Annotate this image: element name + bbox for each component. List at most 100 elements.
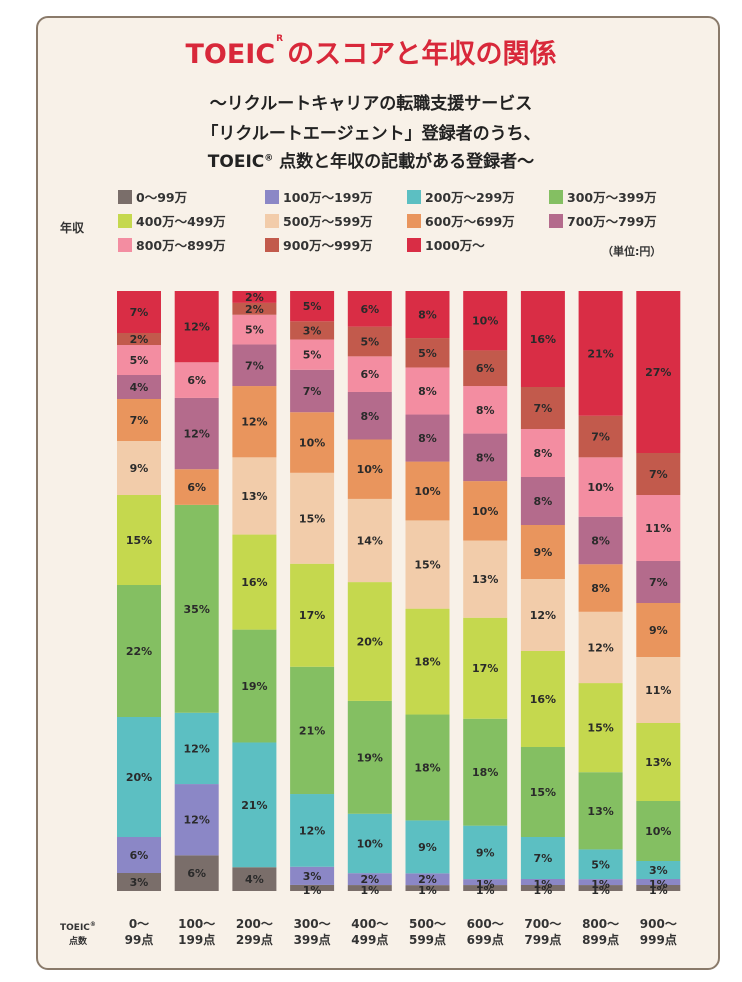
data-label: 19%: [241, 680, 267, 693]
bar-segment: [578, 772, 623, 850]
x-tick-label: 700～: [524, 917, 561, 931]
bar-segment: [347, 326, 392, 357]
bar-segment: [232, 314, 277, 345]
data-label: 20%: [126, 771, 152, 784]
legend-entry: 500万～599万: [283, 214, 373, 229]
bar-segment: [174, 469, 219, 505]
x-tick-label: 800～: [582, 917, 619, 931]
x-tick-label: 599点: [409, 932, 446, 947]
x-tick-label: 600～: [467, 917, 504, 931]
bar-segment: [636, 879, 681, 885]
data-label: 35%: [184, 603, 210, 616]
data-label: 5%: [418, 347, 437, 360]
data-label: 19%: [357, 751, 383, 764]
bar-segment: [117, 399, 161, 441]
data-label: 8%: [476, 451, 495, 464]
data-label: 7%: [303, 385, 322, 398]
bar-segment: [347, 391, 392, 440]
bar-segment: [232, 457, 277, 535]
x-tick-label: 99点: [125, 932, 154, 947]
data-label: 10%: [299, 437, 325, 450]
legend-swatch: [118, 238, 132, 252]
data-label: 12%: [530, 609, 556, 622]
legend-swatch: [407, 214, 421, 228]
bar-segment: [463, 540, 508, 618]
data-label: 15%: [587, 722, 613, 735]
bar-segment: [117, 837, 161, 873]
bar-segment: [405, 820, 450, 874]
legend-entry: 400万～499万: [136, 214, 226, 229]
data-label: 7%: [130, 414, 149, 427]
bar-segment: [174, 784, 219, 856]
bar-segment: [405, 714, 450, 821]
data-label: 11%: [645, 684, 671, 697]
legend-swatch: [549, 214, 563, 228]
data-label: 6%: [476, 362, 495, 375]
data-label: 8%: [534, 447, 553, 460]
bar-segment: [463, 386, 508, 434]
bar-segment: [636, 723, 681, 801]
data-label: 7%: [649, 468, 668, 481]
legend-entry: 700万～799万: [567, 214, 657, 229]
bar-segment: [636, 885, 681, 891]
data-label: 2%: [360, 873, 379, 886]
data-label: 6%: [187, 481, 206, 494]
data-label: 17%: [299, 609, 325, 622]
bar-segment: [636, 801, 681, 861]
x-tick-label: 300～: [294, 917, 331, 931]
bar-segment: [520, 837, 565, 879]
bar-segment: [232, 302, 277, 315]
bar-segment: [636, 861, 681, 879]
data-label: 14%: [357, 535, 383, 548]
bar-segment: [520, 291, 565, 387]
data-label: 12%: [587, 641, 613, 654]
subtitle-line2: 「リクルートエージェント」登録者のうち、: [201, 124, 541, 144]
data-label: 9%: [534, 546, 553, 559]
data-label: 13%: [645, 756, 671, 769]
data-label: 8%: [418, 385, 437, 398]
data-label: 10%: [472, 315, 498, 328]
bar-segment: [347, 885, 392, 891]
legend-swatch: [407, 190, 421, 204]
x-tick-label: 799点: [524, 932, 561, 947]
x-tick-label: 200～: [236, 917, 273, 931]
bar-segment: [636, 453, 681, 495]
data-label: 12%: [184, 428, 210, 441]
bar-segment: [232, 291, 277, 303]
bar-segment: [290, 884, 335, 891]
data-label: 10%: [357, 837, 383, 850]
x-tick-label: 100～: [178, 917, 215, 931]
data-label: 5%: [303, 300, 322, 313]
bar-segment: [520, 429, 565, 477]
x-tick-label: 900～: [640, 917, 677, 931]
legend-swatch: [265, 190, 279, 204]
data-label: 8%: [360, 410, 379, 423]
data-label: 1%: [534, 878, 553, 891]
data-label: 7%: [534, 852, 553, 865]
bar-segment: [405, 291, 450, 339]
legend-entry: 0～99万: [136, 190, 187, 205]
data-label: 5%: [245, 324, 264, 337]
bar-segment: [290, 794, 335, 867]
data-label: 7%: [649, 576, 668, 589]
title-mark: R: [276, 34, 284, 44]
data-label: 3%: [303, 870, 322, 883]
bar-segment: [232, 867, 277, 891]
data-label: 6%: [187, 867, 206, 880]
bar-segment: [347, 700, 392, 814]
bar-segment: [290, 412, 335, 473]
unit-label: （単位:円）: [602, 245, 662, 258]
legend-swatch: [549, 190, 563, 204]
bar-segment: [405, 885, 450, 891]
data-label: 7%: [534, 402, 553, 415]
legend-label: 年収: [60, 221, 85, 235]
data-label: 8%: [534, 495, 553, 508]
bar-segment: [174, 362, 219, 398]
bar-segment: [117, 345, 161, 375]
data-label: 10%: [587, 481, 613, 494]
legend-swatch: [118, 190, 132, 204]
data-label: 20%: [357, 635, 383, 648]
x-tick-label: 400～: [351, 917, 388, 931]
data-label: 11%: [645, 522, 671, 535]
bar-segment: [347, 498, 392, 583]
